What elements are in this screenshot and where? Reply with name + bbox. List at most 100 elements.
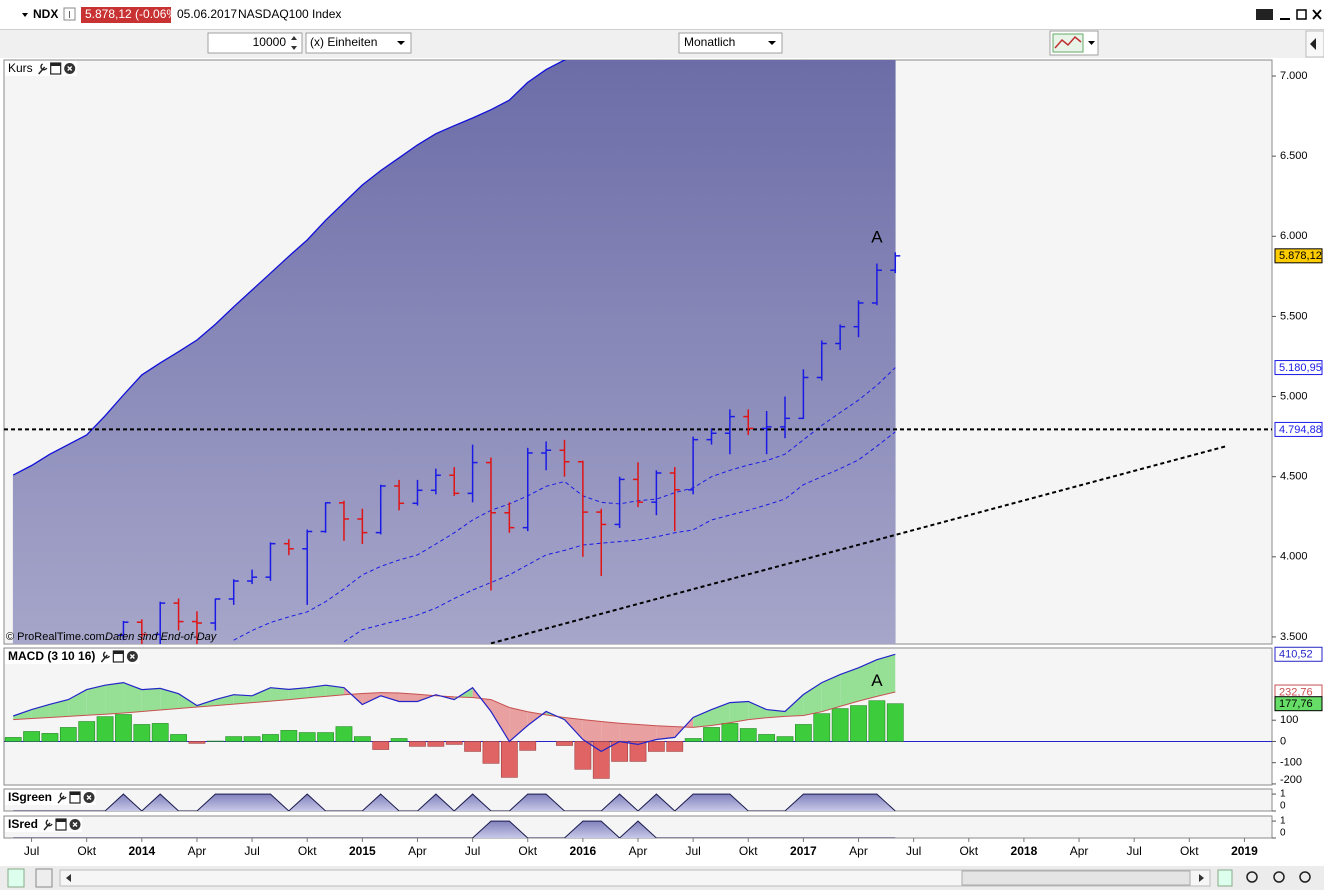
toolbar — [0, 29, 1324, 58]
band-fill — [380, 157, 400, 644]
footnote: © ProRealTime.com — [6, 631, 105, 643]
period-select[interactable] — [678, 32, 783, 54]
close-button[interactable] — [1312, 9, 1322, 20]
settings-icon[interactable] — [38, 63, 48, 75]
histogram-bar — [739, 728, 757, 742]
select-arrow — [1088, 41, 1095, 45]
band-fill — [600, 60, 620, 644]
band-fill — [288, 239, 308, 644]
signal-area — [490, 820, 510, 838]
tool-icon[interactable] — [7, 868, 25, 888]
units-select[interactable] — [305, 32, 412, 54]
histogram-bar — [795, 724, 812, 742]
annotation: A — [871, 227, 883, 246]
x-tick-label: 2018 — [1011, 844, 1038, 858]
spin-down[interactable] — [291, 46, 297, 50]
band-fill — [215, 306, 235, 644]
histogram-bar — [684, 738, 702, 742]
zoom-in[interactable] — [1299, 871, 1311, 883]
period[interactable]: Monatlich — [684, 35, 735, 49]
band-fill — [68, 434, 87, 644]
histogram-bar — [280, 730, 298, 742]
settings-icon[interactable] — [100, 651, 110, 663]
y-tick-label: 5.000 — [1280, 390, 1308, 402]
zoom-out[interactable] — [1273, 871, 1285, 883]
window-icon-bar — [50, 63, 61, 66]
close-icon-x — [72, 822, 78, 827]
scroll-left[interactable] — [66, 874, 71, 882]
histogram-bar — [243, 736, 261, 742]
histogram-bar — [59, 727, 77, 742]
tool-icon[interactable] — [1217, 869, 1233, 887]
value-box-label: 410,52 — [1279, 649, 1313, 661]
histogram-bar — [298, 732, 316, 742]
histogram-bar — [592, 741, 610, 779]
histogram-bar — [188, 741, 206, 744]
signal-area — [692, 793, 712, 811]
band-fill — [619, 60, 639, 644]
x-tick-label: Apr — [629, 844, 648, 858]
histogram-bar — [850, 705, 867, 742]
band-fill — [472, 109, 492, 644]
scrollbar-thumb[interactable] — [961, 870, 1191, 886]
quantity[interactable]: 10000 — [253, 35, 287, 49]
histogram-bar — [482, 741, 500, 764]
x-tick-label: Okt — [1180, 844, 1199, 858]
macd-fill — [490, 699, 510, 742]
y-tick-label: 7.000 — [1280, 70, 1308, 82]
histogram-bar — [78, 721, 96, 742]
x-tick-label: Okt — [959, 844, 978, 858]
scrollbar-track[interactable] — [59, 869, 1211, 887]
macd-fill — [13, 709, 32, 720]
macd-fill — [325, 685, 344, 697]
value-box — [1274, 360, 1323, 376]
x-tick-label: 2015 — [349, 844, 376, 858]
macd-fill — [876, 654, 896, 697]
keyboard-icon[interactable] — [1256, 9, 1273, 20]
macd-fill — [803, 682, 822, 716]
panel-bg — [3, 647, 1273, 786]
macd-fill — [123, 682, 142, 713]
zoom-fit[interactable] — [1246, 871, 1258, 883]
y-tick-label: -100 — [1280, 757, 1302, 769]
histogram-bar — [390, 738, 408, 742]
band-fill — [233, 289, 253, 644]
macd-fill — [252, 687, 271, 703]
macd-fill — [748, 701, 767, 720]
histogram-bar — [170, 734, 187, 742]
x-tick-label: Okt — [518, 844, 537, 858]
quantity-input[interactable] — [207, 32, 303, 54]
histogram-bar — [96, 716, 114, 742]
tool-icon[interactable] — [35, 868, 53, 888]
y-tick-label: 6.500 — [1280, 150, 1308, 162]
histogram-bar — [574, 741, 592, 770]
settings-icon[interactable] — [43, 819, 53, 831]
macd-fill — [399, 693, 418, 702]
maximize-button[interactable] — [1296, 9, 1307, 20]
window-icon-bar — [113, 651, 124, 654]
y-tick-label: 3.500 — [1280, 631, 1308, 643]
spin-up[interactable] — [291, 36, 297, 40]
band-fill — [803, 60, 823, 644]
scroll-right[interactable] — [1199, 874, 1204, 882]
x-tick-label: 2019 — [1231, 844, 1258, 858]
band-fill — [453, 117, 473, 644]
dropdown-arrow[interactable] — [22, 13, 28, 17]
histogram-bar — [831, 708, 849, 742]
band-fill — [637, 60, 657, 644]
band-fill — [362, 169, 382, 644]
symbol[interactable]: NDX — [33, 7, 58, 21]
band-fill — [104, 394, 124, 644]
signal-area — [821, 793, 841, 811]
panel-title: ISgreen — [8, 790, 52, 804]
settings-icon[interactable] — [57, 792, 67, 804]
units[interactable]: (x) Einheiten — [310, 35, 377, 49]
x-tick-label: Okt — [739, 844, 758, 858]
histogram-bar — [335, 726, 353, 742]
histogram-bar — [464, 741, 481, 752]
band-fill — [821, 60, 841, 644]
band-fill — [12, 464, 32, 644]
x-tick-label: Jul — [465, 844, 480, 858]
hline-label: 4.794,88 — [1279, 424, 1322, 436]
histogram-bar — [23, 731, 40, 742]
